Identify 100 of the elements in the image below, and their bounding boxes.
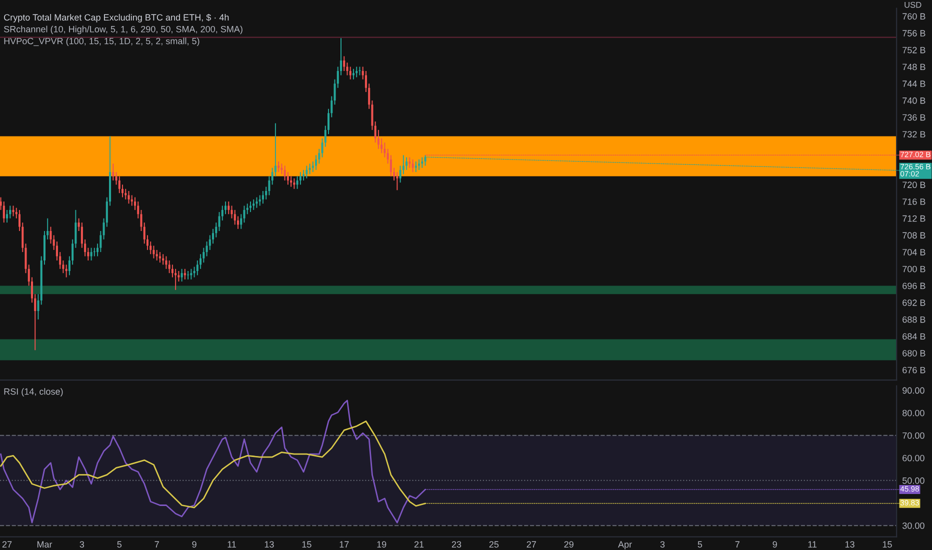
candlestick xyxy=(246,203,248,215)
y-tick-label: 744 B xyxy=(902,80,926,87)
x-tick-label: 21 xyxy=(414,541,424,548)
x-tick-label: 15 xyxy=(302,541,312,548)
candlestick xyxy=(162,254,164,266)
x-tick-label: 13 xyxy=(264,541,274,548)
x-tick-label: 9 xyxy=(192,541,196,548)
candlestick xyxy=(258,194,261,206)
candlestick xyxy=(406,156,408,170)
y-tick-label: 80.00 xyxy=(902,410,924,416)
x-tick-label: 13 xyxy=(845,541,854,548)
candlestick xyxy=(412,158,414,173)
candlestick xyxy=(280,163,283,175)
candlestick xyxy=(343,56,346,72)
candlestick xyxy=(252,198,255,210)
candlestick xyxy=(384,142,386,158)
candlestick xyxy=(156,249,158,261)
candlestick xyxy=(249,201,252,213)
y-tick-label: 90.00 xyxy=(902,387,924,394)
annotation: SRchannel (10, High/Low, 5, 1, 6, 290, 50, SMA, 200, SMA) xyxy=(4,26,242,34)
candlestick xyxy=(352,68,354,80)
x-tick-label: 3 xyxy=(660,541,665,548)
candlestick xyxy=(165,256,168,270)
candlestick xyxy=(112,163,114,181)
x-tick-label: 27 xyxy=(526,541,536,548)
x-tick-label: Mar xyxy=(37,541,52,548)
candlestick xyxy=(9,205,12,219)
candlestick xyxy=(240,214,242,230)
candlestick xyxy=(65,264,68,278)
candlestick xyxy=(302,169,305,181)
x-tick-label: 7 xyxy=(154,541,159,548)
candlestick xyxy=(418,158,420,170)
x-tick-label: 23 xyxy=(452,541,462,548)
candlestick xyxy=(90,247,92,261)
candlestick xyxy=(180,268,183,282)
x-tick-label: 5 xyxy=(698,541,702,548)
x-tick-label: 25 xyxy=(489,541,499,548)
candlestick xyxy=(421,156,424,168)
y-tick-label: 748 B xyxy=(902,64,926,70)
candlestick xyxy=(37,294,40,320)
candlestick xyxy=(234,209,236,226)
y-axis-title: USD xyxy=(904,2,922,8)
y-tick-label: 680 B xyxy=(902,350,926,356)
x-tick-label: 5 xyxy=(117,541,122,548)
candlestick xyxy=(284,165,286,181)
y-tick-label: 708 B xyxy=(902,232,926,239)
y-tick-label: 70.00 xyxy=(902,432,924,439)
candlestick xyxy=(174,268,177,290)
y-tick-label: 696 B xyxy=(902,282,926,290)
candlestick xyxy=(100,230,102,253)
candlestick xyxy=(306,165,308,179)
y-tick-label: 756 B xyxy=(902,30,926,36)
candlestick xyxy=(184,268,186,280)
candlestick xyxy=(290,176,292,188)
candlestick xyxy=(296,176,298,190)
x-tick-label: 19 xyxy=(377,541,386,548)
text: Crypto Total Market Cap Excluding BTC and ETH, $ · 4h xyxy=(4,14,229,22)
candlestick xyxy=(293,178,296,190)
y-tick-label: 30.00 xyxy=(902,522,924,529)
y-tick-label: 740 B xyxy=(902,97,926,104)
x-tick-label: 27 xyxy=(2,541,12,548)
y-tick-label: 688 B xyxy=(902,316,926,323)
y-tick-label: 716 B xyxy=(902,198,926,205)
x-tick-label: 15 xyxy=(882,541,892,548)
x-tick-label: 7 xyxy=(735,541,740,548)
x-tick-label: 17 xyxy=(340,541,349,548)
candlestick xyxy=(408,156,411,168)
candlestick xyxy=(168,260,170,274)
x-tick-label: 11 xyxy=(228,541,236,548)
candlestick xyxy=(152,245,155,259)
candlestick xyxy=(308,163,311,175)
y-tick-label: 704 B xyxy=(902,249,926,256)
x-tick-label: 11 xyxy=(808,541,817,548)
y-tick-label: 760 B xyxy=(902,13,926,20)
candlestick xyxy=(12,205,14,217)
candlestick xyxy=(228,201,230,215)
candlestick xyxy=(256,196,258,208)
x-tick-label: Apr xyxy=(618,541,632,550)
candlestick xyxy=(130,194,133,206)
y-tick-label: 736 B xyxy=(902,114,926,121)
y-tick-label: 684 B xyxy=(902,333,926,340)
annotation: HVPoC_VPVR (100, 15, 15, 1D, 2, 5, 2, small, 5) xyxy=(4,38,200,46)
candlestick xyxy=(262,190,264,204)
candlestick xyxy=(278,161,280,173)
y-tick-label: 700 B xyxy=(902,266,926,272)
y-tick-label: 720 B xyxy=(902,182,926,188)
y-tick-label: 60.00 xyxy=(902,454,924,462)
candlestick xyxy=(2,201,5,224)
candlestick xyxy=(190,268,192,280)
candlestick xyxy=(50,226,52,244)
candlestick xyxy=(356,66,358,78)
candlestick xyxy=(268,176,270,196)
candlestick xyxy=(158,252,161,264)
x-tick-label: 29 xyxy=(564,541,574,548)
x-tick-label: 3 xyxy=(80,541,84,548)
annotation: RSI (14, close) xyxy=(4,388,63,396)
candlestick xyxy=(6,209,8,224)
y-tick-label: 712 B xyxy=(902,215,926,222)
candlestick xyxy=(299,172,302,186)
candlestick xyxy=(349,66,352,80)
